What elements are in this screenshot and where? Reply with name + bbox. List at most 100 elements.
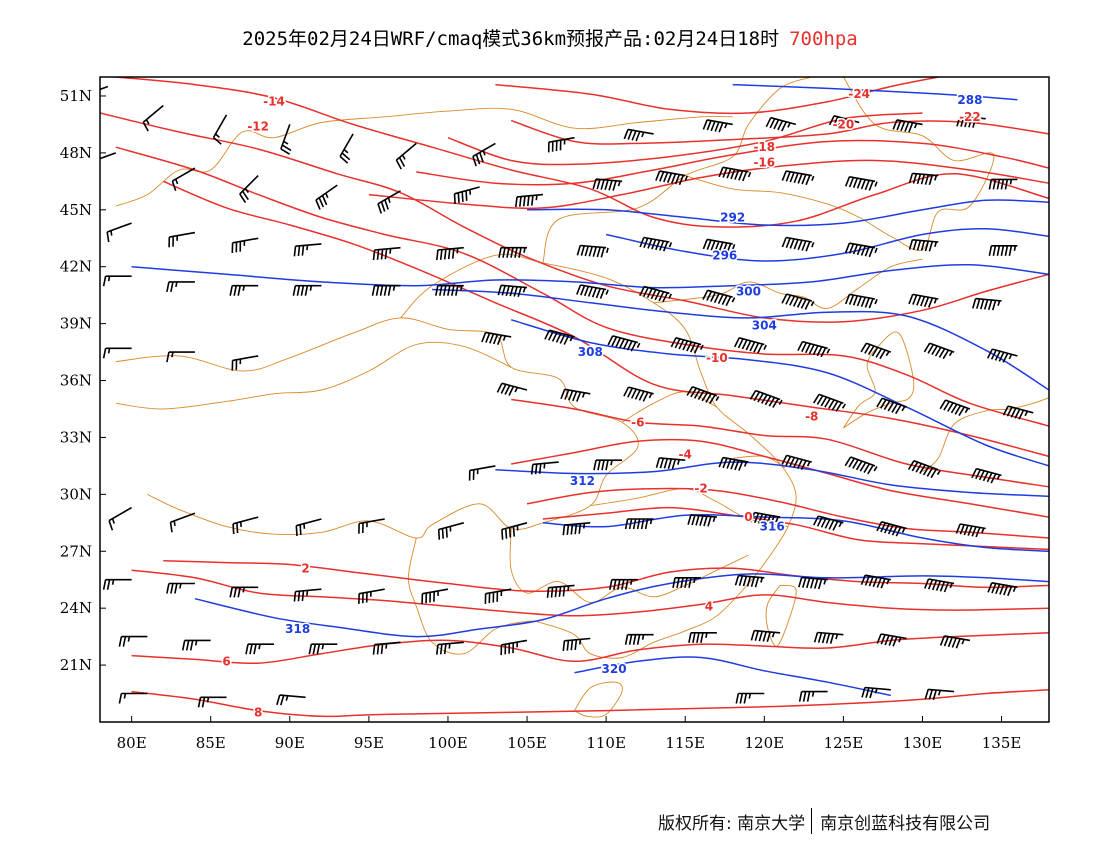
wind-barb bbox=[924, 688, 955, 701]
contour-label: -14 bbox=[262, 93, 287, 110]
temperature-contours-layer bbox=[100, 77, 1049, 718]
wind-barb bbox=[828, 115, 860, 130]
wind-barb bbox=[781, 170, 815, 186]
temperature-contour bbox=[163, 560, 1049, 592]
contour-label: 0 bbox=[743, 509, 754, 526]
lat-tick-label: 39N bbox=[60, 315, 92, 333]
wind-barb bbox=[908, 239, 939, 252]
wind-barb bbox=[562, 522, 591, 536]
wind-barb bbox=[939, 635, 971, 649]
wind-barb bbox=[166, 582, 195, 594]
wind-barb bbox=[702, 238, 736, 254]
temperature-contour bbox=[416, 139, 1049, 186]
svg-text:8: 8 bbox=[254, 706, 262, 720]
contour-label: 312 bbox=[568, 473, 596, 490]
wind-barb bbox=[907, 460, 941, 479]
boundary-line bbox=[115, 341, 512, 410]
wind-barb bbox=[212, 114, 228, 145]
lon-tick-label: 85E bbox=[196, 734, 226, 752]
wind-barb bbox=[293, 588, 322, 602]
wind-barb bbox=[781, 236, 815, 252]
wind-barb bbox=[733, 337, 767, 354]
height-contour bbox=[510, 319, 1049, 467]
svg-text:-8: -8 bbox=[805, 410, 818, 424]
wind-barb bbox=[472, 142, 496, 167]
wind-barb bbox=[798, 690, 828, 702]
contour-label: 6 bbox=[221, 653, 232, 670]
wind-barb bbox=[639, 285, 673, 303]
boundary-line bbox=[922, 397, 1049, 472]
contour-label: 320 bbox=[600, 660, 628, 677]
lat-tick-label: 30N bbox=[60, 485, 92, 503]
wind-barb bbox=[358, 588, 385, 604]
lon-tick-label: 100E bbox=[428, 734, 468, 752]
contour-label: 292 bbox=[719, 209, 747, 226]
wind-barb bbox=[735, 692, 765, 704]
height-contour bbox=[526, 199, 1049, 227]
title-main: 2025年02月24日WRF/cmaq模式36km预报产品:02月24日18时 bbox=[242, 28, 780, 50]
wind-barb bbox=[860, 342, 892, 360]
wind-barb bbox=[515, 193, 543, 208]
wind-barb bbox=[844, 293, 878, 309]
height-contour bbox=[732, 83, 1018, 101]
svg-text:-6: -6 bbox=[631, 415, 644, 429]
contour-label: 2 bbox=[300, 560, 311, 577]
wind-barb bbox=[437, 522, 465, 540]
svg-text:4: 4 bbox=[705, 599, 713, 613]
wind-barb bbox=[576, 284, 609, 299]
wind-barb bbox=[481, 331, 512, 345]
svg-text:320: 320 bbox=[602, 662, 627, 676]
svg-text:-14: -14 bbox=[263, 95, 285, 109]
wind-barb bbox=[972, 297, 1002, 311]
svg-text:-20: -20 bbox=[833, 117, 855, 131]
wind-barb bbox=[497, 284, 528, 298]
wind-barb bbox=[436, 641, 464, 655]
svg-text:300: 300 bbox=[736, 284, 761, 298]
lon-tick-label: 90E bbox=[275, 734, 305, 752]
wind-barb bbox=[765, 116, 797, 132]
wind-barb bbox=[339, 133, 354, 164]
wind-barb bbox=[547, 136, 575, 153]
contour-label: 4 bbox=[703, 598, 714, 615]
wind-barb bbox=[718, 456, 749, 471]
wind-barb bbox=[639, 236, 673, 252]
wind-barb bbox=[106, 222, 132, 243]
boundary-line bbox=[574, 681, 623, 718]
wind-barb bbox=[812, 515, 844, 531]
height-contour bbox=[542, 513, 1049, 553]
wind-barb bbox=[468, 465, 496, 481]
wind-barb bbox=[876, 521, 907, 537]
svg-text:-12: -12 bbox=[247, 119, 269, 133]
wind-barb bbox=[100, 152, 117, 160]
temperature-contour bbox=[115, 77, 1049, 228]
copyright-owner: 版权所有: 南京大学 bbox=[658, 813, 806, 834]
wind-barb bbox=[500, 639, 528, 656]
wind-barb bbox=[239, 175, 259, 203]
height-contour bbox=[574, 656, 891, 697]
wind-barb bbox=[876, 397, 907, 415]
wind-barb bbox=[624, 518, 654, 530]
contour-label: -24 bbox=[847, 86, 872, 103]
wind-barb bbox=[231, 237, 259, 254]
wind-barb bbox=[229, 284, 259, 296]
wind-barb bbox=[142, 104, 164, 132]
footer-divider bbox=[811, 808, 813, 834]
wind-barb bbox=[166, 281, 195, 293]
map-title: 2025年02月24日WRF/cmaq模式36km预报产品:02月24日18时 7… bbox=[0, 24, 1100, 51]
wind-barb bbox=[315, 184, 338, 210]
svg-text:312: 312 bbox=[570, 474, 595, 488]
wind-barb bbox=[530, 461, 559, 475]
wind-barb bbox=[108, 506, 133, 531]
wind-barb bbox=[293, 243, 322, 257]
wind-barbs-layer bbox=[100, 85, 1034, 708]
contour-label: -22 bbox=[958, 108, 983, 125]
svg-text:316: 316 bbox=[760, 520, 785, 534]
svg-text:292: 292 bbox=[720, 210, 745, 224]
wind-barb bbox=[544, 329, 575, 345]
svg-text:-2: -2 bbox=[694, 482, 707, 496]
contour-label: -16 bbox=[752, 154, 777, 171]
svg-text:-22: -22 bbox=[959, 110, 981, 124]
lon-tick-label: 110E bbox=[586, 734, 626, 752]
svg-text:-16: -16 bbox=[753, 155, 775, 169]
wind-barb bbox=[231, 355, 259, 371]
